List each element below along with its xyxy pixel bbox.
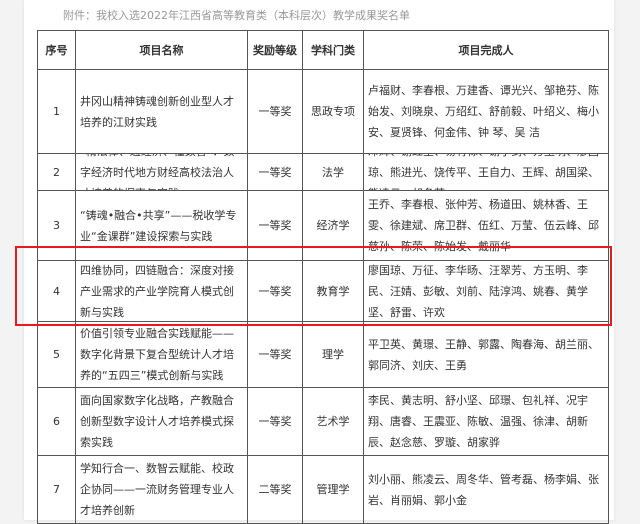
- row-category-cell: 法学: [302, 153, 364, 191]
- row-award-level: 二等奖: [258, 483, 292, 496]
- row-project-name: 四维协同，四链融合：深度对接产业需求的产业学院育人模式创新与实践: [80, 263, 234, 319]
- row-category-cell: 理学: [302, 321, 364, 388]
- table-row: 5 价值引领专业融合实践赋能——数字化背景下复合型统计人才培养的“五四三”模式创新…: [37, 321, 609, 388]
- row-project-name: 井冈山精神铸魂创新创业型人才培养的江财实践: [80, 94, 234, 129]
- table-row: 7 学知行合一、数智云赋能、校政企协同——一流财务管理专业人才培养创新 二等奖 管理学…: [37, 455, 609, 524]
- table-row: 3 “铸魂•融合•共享”——税收学专业“金课群”建设探索与实践 一等奖 经济学 王乔、李…: [37, 190, 609, 261]
- row-members-cell: 李民、黄志明、舒小坚、邱璟、包礼祥、况宇翔、唐睿、王震亚、陈敏、温强、徐津、胡新…: [363, 387, 609, 456]
- row-project-name-cell: 井冈山精神铸魂创新创业型人才培养的江财实践: [75, 69, 248, 154]
- table-row: 1 井冈山精神铸魂创新创业型人才培养的江财实践 一等奖 思政专项 卢福财、李春根、万建香…: [37, 69, 609, 154]
- header-people: 项目完成人: [363, 30, 609, 70]
- row-members: 王乔、李春根、张仲芳、杨道田、姚林香、王雯、徐建斌、席卫群、伍红、万莹、伍云峰、…: [368, 198, 599, 253]
- row-category: 管理学: [316, 483, 350, 496]
- table-row: 4 四维协同，四链融合：深度对接产业需求的产业学院育人模式创新与实践 一等奖 教育学 廖…: [37, 260, 609, 322]
- header-name: 项目名称: [75, 30, 248, 70]
- row-award-level-cell: 二等奖: [247, 455, 303, 524]
- award-table: 序号 项目名称 奖励等级 学科门类 项目完成人 1 井冈山精神铸魂创新创业型人才培…: [37, 30, 609, 524]
- row-award-level: 一等奖: [258, 415, 292, 428]
- row-award-level: 一等奖: [258, 348, 292, 361]
- row-award-level: 一等奖: [258, 219, 292, 232]
- row-category: 理学: [322, 348, 344, 361]
- row-award-level-cell: 一等奖: [247, 387, 303, 456]
- row-no-cell: 2: [37, 153, 76, 191]
- row-award-level: 一等奖: [258, 284, 292, 298]
- row-no-cell: 4: [37, 260, 76, 322]
- row-category-cell: 管理学: [302, 455, 364, 524]
- row-project-name-cell: “铸魂•融合•共享”——税收学专业“金课群”建设探索与实践: [75, 190, 248, 261]
- row-award-level-cell: 一等奖: [247, 69, 303, 154]
- row-award-level: 一等奖: [258, 105, 292, 118]
- row-members: 刘小丽、熊凌云、周冬华、管考磊、杨李娟、张岩、肖丽娟、郭小金: [368, 472, 599, 507]
- row-no-cell: 6: [37, 387, 76, 456]
- row-award-level-cell: 一等奖: [247, 321, 303, 388]
- row-no-cell: 3: [37, 190, 76, 261]
- table-header-row: 序号 项目名称 奖励等级 学科门类 项目完成人: [37, 30, 609, 70]
- row-members-cell: 廖国琼、万征、李华旸、汪翠芳、方玉明、李民、汪婧、彭敏、刘前、陆淳鸿、姚春、黄学…: [363, 260, 609, 322]
- row-award-level-cell: 一等奖: [247, 260, 303, 322]
- row-no: 6: [53, 415, 60, 428]
- row-project-name: 学知行合一、数智云赋能、校政企协同——一流财务管理专业人才培养创新: [80, 462, 234, 517]
- row-category-cell: 思政专项: [302, 69, 364, 154]
- row-no-cell: 7: [37, 455, 76, 524]
- row-members-cell: 卢福财、李春根、万建香、谭光兴、邹艳芬、陈始发、刘晓泉、万绍红、舒前毅、叶绍义、…: [363, 69, 609, 154]
- row-category: 艺术学: [316, 415, 350, 428]
- row-members: 卢福财、李春根、万建香、谭光兴、邹艳芬、陈始发、刘晓泉、万绍红、舒前毅、叶绍义、…: [368, 84, 599, 139]
- row-members: 平卫英、黄璟、王静、郭露、陶春海、胡兰丽、郭同济、刘庆、王勇: [368, 337, 599, 372]
- row-category-cell: 教育学: [302, 260, 364, 322]
- attachment-caption: 附件：我校入选2022年江西省高等教育类（本科层次）教学成果奖名单: [63, 9, 410, 22]
- row-no: 5: [53, 348, 60, 361]
- row-award-level-cell: 一等奖: [247, 190, 303, 261]
- row-members-cell: 平卫英、黄璟、王静、郭露、陶春海、胡兰丽、郭同济、刘庆、王勇: [363, 321, 609, 388]
- row-project-name-cell: “精法律、通经济、懂数智”：数字经济时代地方财经高校法治人才培养的探索与实践: [75, 153, 248, 191]
- row-category-cell: 艺术学: [302, 387, 364, 456]
- row-project-name-cell: 价值引领专业融合实践赋能——数字化背景下复合型统计人才培养的“五四三”模式创新与…: [75, 321, 248, 388]
- row-no: 4: [53, 284, 60, 298]
- row-no-cell: 5: [37, 321, 76, 388]
- row-members-cell: 王乔、李春根、张仲芳、杨道田、姚林香、王雯、徐建斌、席卫群、伍红、万莹、伍云峰、…: [363, 190, 609, 261]
- row-award-level-cell: 一等奖: [247, 153, 303, 191]
- row-project-name-cell: 学知行合一、数智云赋能、校政企协同——一流财务管理专业人才培养创新: [75, 455, 248, 524]
- header-level: 奖励等级: [247, 30, 303, 70]
- row-category: 思政专项: [311, 105, 355, 118]
- row-members-cell: 刘小丽、熊凌云、周冬华、管考磊、杨李娟、张岩、肖丽娟、郭小金: [363, 455, 609, 524]
- row-no-cell: 1: [37, 69, 76, 154]
- row-project-name: “精法律、通经济、懂数智”：数字经济时代地方财经高校法治人才培养的探索与实践: [80, 155, 234, 190]
- row-project-name: 面向国家数字化战略，产教融合创新型数字设计人才培养模式探索实践: [80, 394, 234, 449]
- row-members: 邓辉、谢红星、易有禄、谢小剑、方玉明、廖国琼、熊进光、饶传平、王自力、王辉、胡国…: [368, 155, 599, 190]
- row-no: 1: [53, 105, 60, 118]
- row-no: 7: [53, 483, 60, 496]
- header-no: 序号: [37, 30, 76, 70]
- row-project-name: 价值引领专业融合实践赋能——数字化背景下复合型统计人才培养的“五四三”模式创新与…: [80, 327, 234, 382]
- row-category: 经济学: [316, 219, 350, 232]
- row-project-name-cell: 四维协同，四链融合：深度对接产业需求的产业学院育人模式创新与实践: [75, 260, 248, 322]
- table-row: 6 面向国家数字化战略，产教融合创新型数字设计人才培养模式探索实践 一等奖 艺术学 李民…: [37, 387, 609, 456]
- row-members: 李民、黄志明、舒小坚、邱璟、包礼祥、况宇翔、唐睿、王震亚、陈敏、温强、徐津、胡新…: [368, 394, 588, 449]
- row-award-level: 一等奖: [258, 165, 292, 179]
- row-category: 教育学: [316, 284, 350, 298]
- row-no: 2: [53, 165, 60, 179]
- header-category: 学科门类: [302, 30, 364, 70]
- row-no: 3: [53, 219, 60, 232]
- row-members-cell: 邓辉、谢红星、易有禄、谢小剑、方玉明、廖国琼、熊进光、饶传平、王自力、王辉、胡国…: [363, 153, 609, 191]
- row-category: 法学: [322, 165, 344, 179]
- table-row: 2 “精法律、通经济、懂数智”：数字经济时代地方财经高校法治人才培养的探索与实践 一…: [37, 153, 609, 191]
- row-project-name: “铸魂•融合•共享”——税收学专业“金课群”建设探索与实践: [80, 208, 237, 243]
- row-project-name-cell: 面向国家数字化战略，产教融合创新型数字设计人才培养模式探索实践: [75, 387, 248, 456]
- row-members: 廖国琼、万征、李华旸、汪翠芳、方玉明、李民、汪婧、彭敏、刘前、陆淳鸿、姚春、黄学…: [368, 263, 588, 319]
- row-category-cell: 经济学: [302, 190, 364, 261]
